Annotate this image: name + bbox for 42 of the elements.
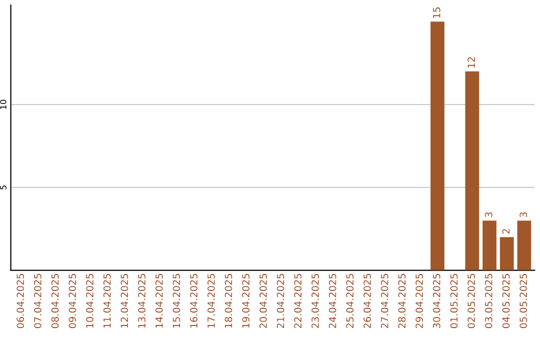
data-label: 3	[484, 212, 492, 218]
y-tick-label: 10	[0, 100, 6, 109]
x-tick-label: 17.04.2025	[207, 274, 215, 328]
x-tick-label: 28.04.2025	[398, 274, 406, 328]
x-tick-label: 29.04.2025	[416, 274, 423, 328]
bar	[465, 71, 480, 270]
x-tick-label: 08.04.2025	[51, 274, 59, 328]
x-tick-label: 13.04.2025	[138, 274, 146, 328]
x-tick-label: 20.04.2025	[259, 274, 267, 328]
y-tick-label: 5	[0, 186, 6, 190]
data-label: 12	[468, 57, 475, 68]
x-tick-label: 02.05.2025	[468, 274, 475, 328]
x-tick-label: 23.04.2025	[312, 274, 319, 328]
data-label: 3	[520, 212, 528, 218]
x-tick-label: 03.05.2025	[484, 274, 492, 328]
x-tick-label: 19.04.2025	[242, 274, 250, 328]
x-tick-label: 05.05.2025	[520, 274, 528, 328]
x-tick-label: 11.04.2025	[103, 274, 111, 328]
x-tick-label: 07.04.2025	[34, 274, 42, 328]
bar	[500, 237, 514, 270]
x-tick-label: 06.04.2025	[16, 274, 24, 328]
x-tick-label: 04.05.2025	[502, 274, 510, 328]
bar	[482, 220, 496, 270]
x-tick-label: 22.04.2025	[294, 274, 302, 328]
x-tick-label: 21.04.2025	[276, 274, 284, 328]
data-label: 2	[502, 229, 510, 234]
x-tick-label: 30.04.2025	[432, 274, 440, 328]
x-tick-label: 27.04.2025	[380, 274, 388, 328]
bar	[430, 22, 444, 270]
x-tick-label: 09.04.2025	[68, 274, 76, 328]
x-tick-label: 14.04.2025	[155, 274, 163, 328]
x-tick-label: 26.04.2025	[364, 274, 371, 328]
x-tick-label: 01.05.2025	[450, 274, 458, 328]
x-tick-label: 10.04.2025	[86, 274, 94, 328]
x-tick-label: 18.04.2025	[224, 274, 232, 328]
data-label: 15	[433, 7, 440, 18]
x-tick-label: 24.04.2025	[328, 274, 336, 328]
x-tick-label: 15.04.2025	[172, 274, 180, 328]
bar	[517, 220, 532, 270]
x-tick-label: 16.04.2025	[190, 274, 198, 328]
x-tick-label: 12.04.2025	[120, 274, 128, 328]
x-tick-label: 25.04.2025	[346, 274, 354, 328]
